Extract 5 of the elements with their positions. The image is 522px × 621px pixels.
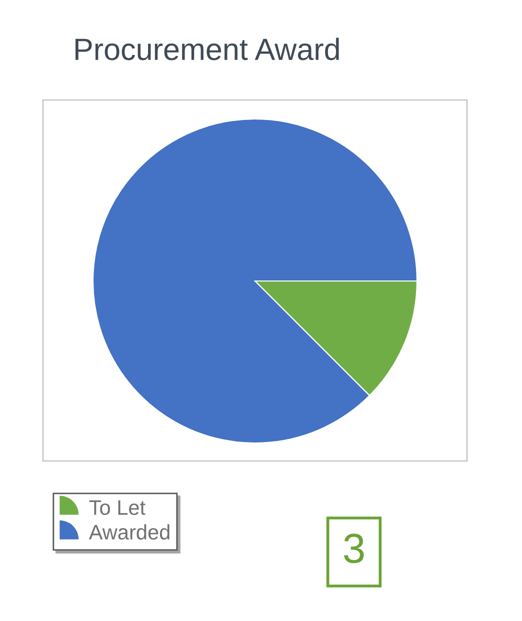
legend-label: To Let bbox=[89, 500, 146, 515]
text: 3 bbox=[344, 534, 364, 564]
chart-title: Procurement Award bbox=[76, 38, 339, 60]
pie-slice bbox=[92, 118, 418, 444]
legend-label: Awarded bbox=[88, 524, 170, 540]
